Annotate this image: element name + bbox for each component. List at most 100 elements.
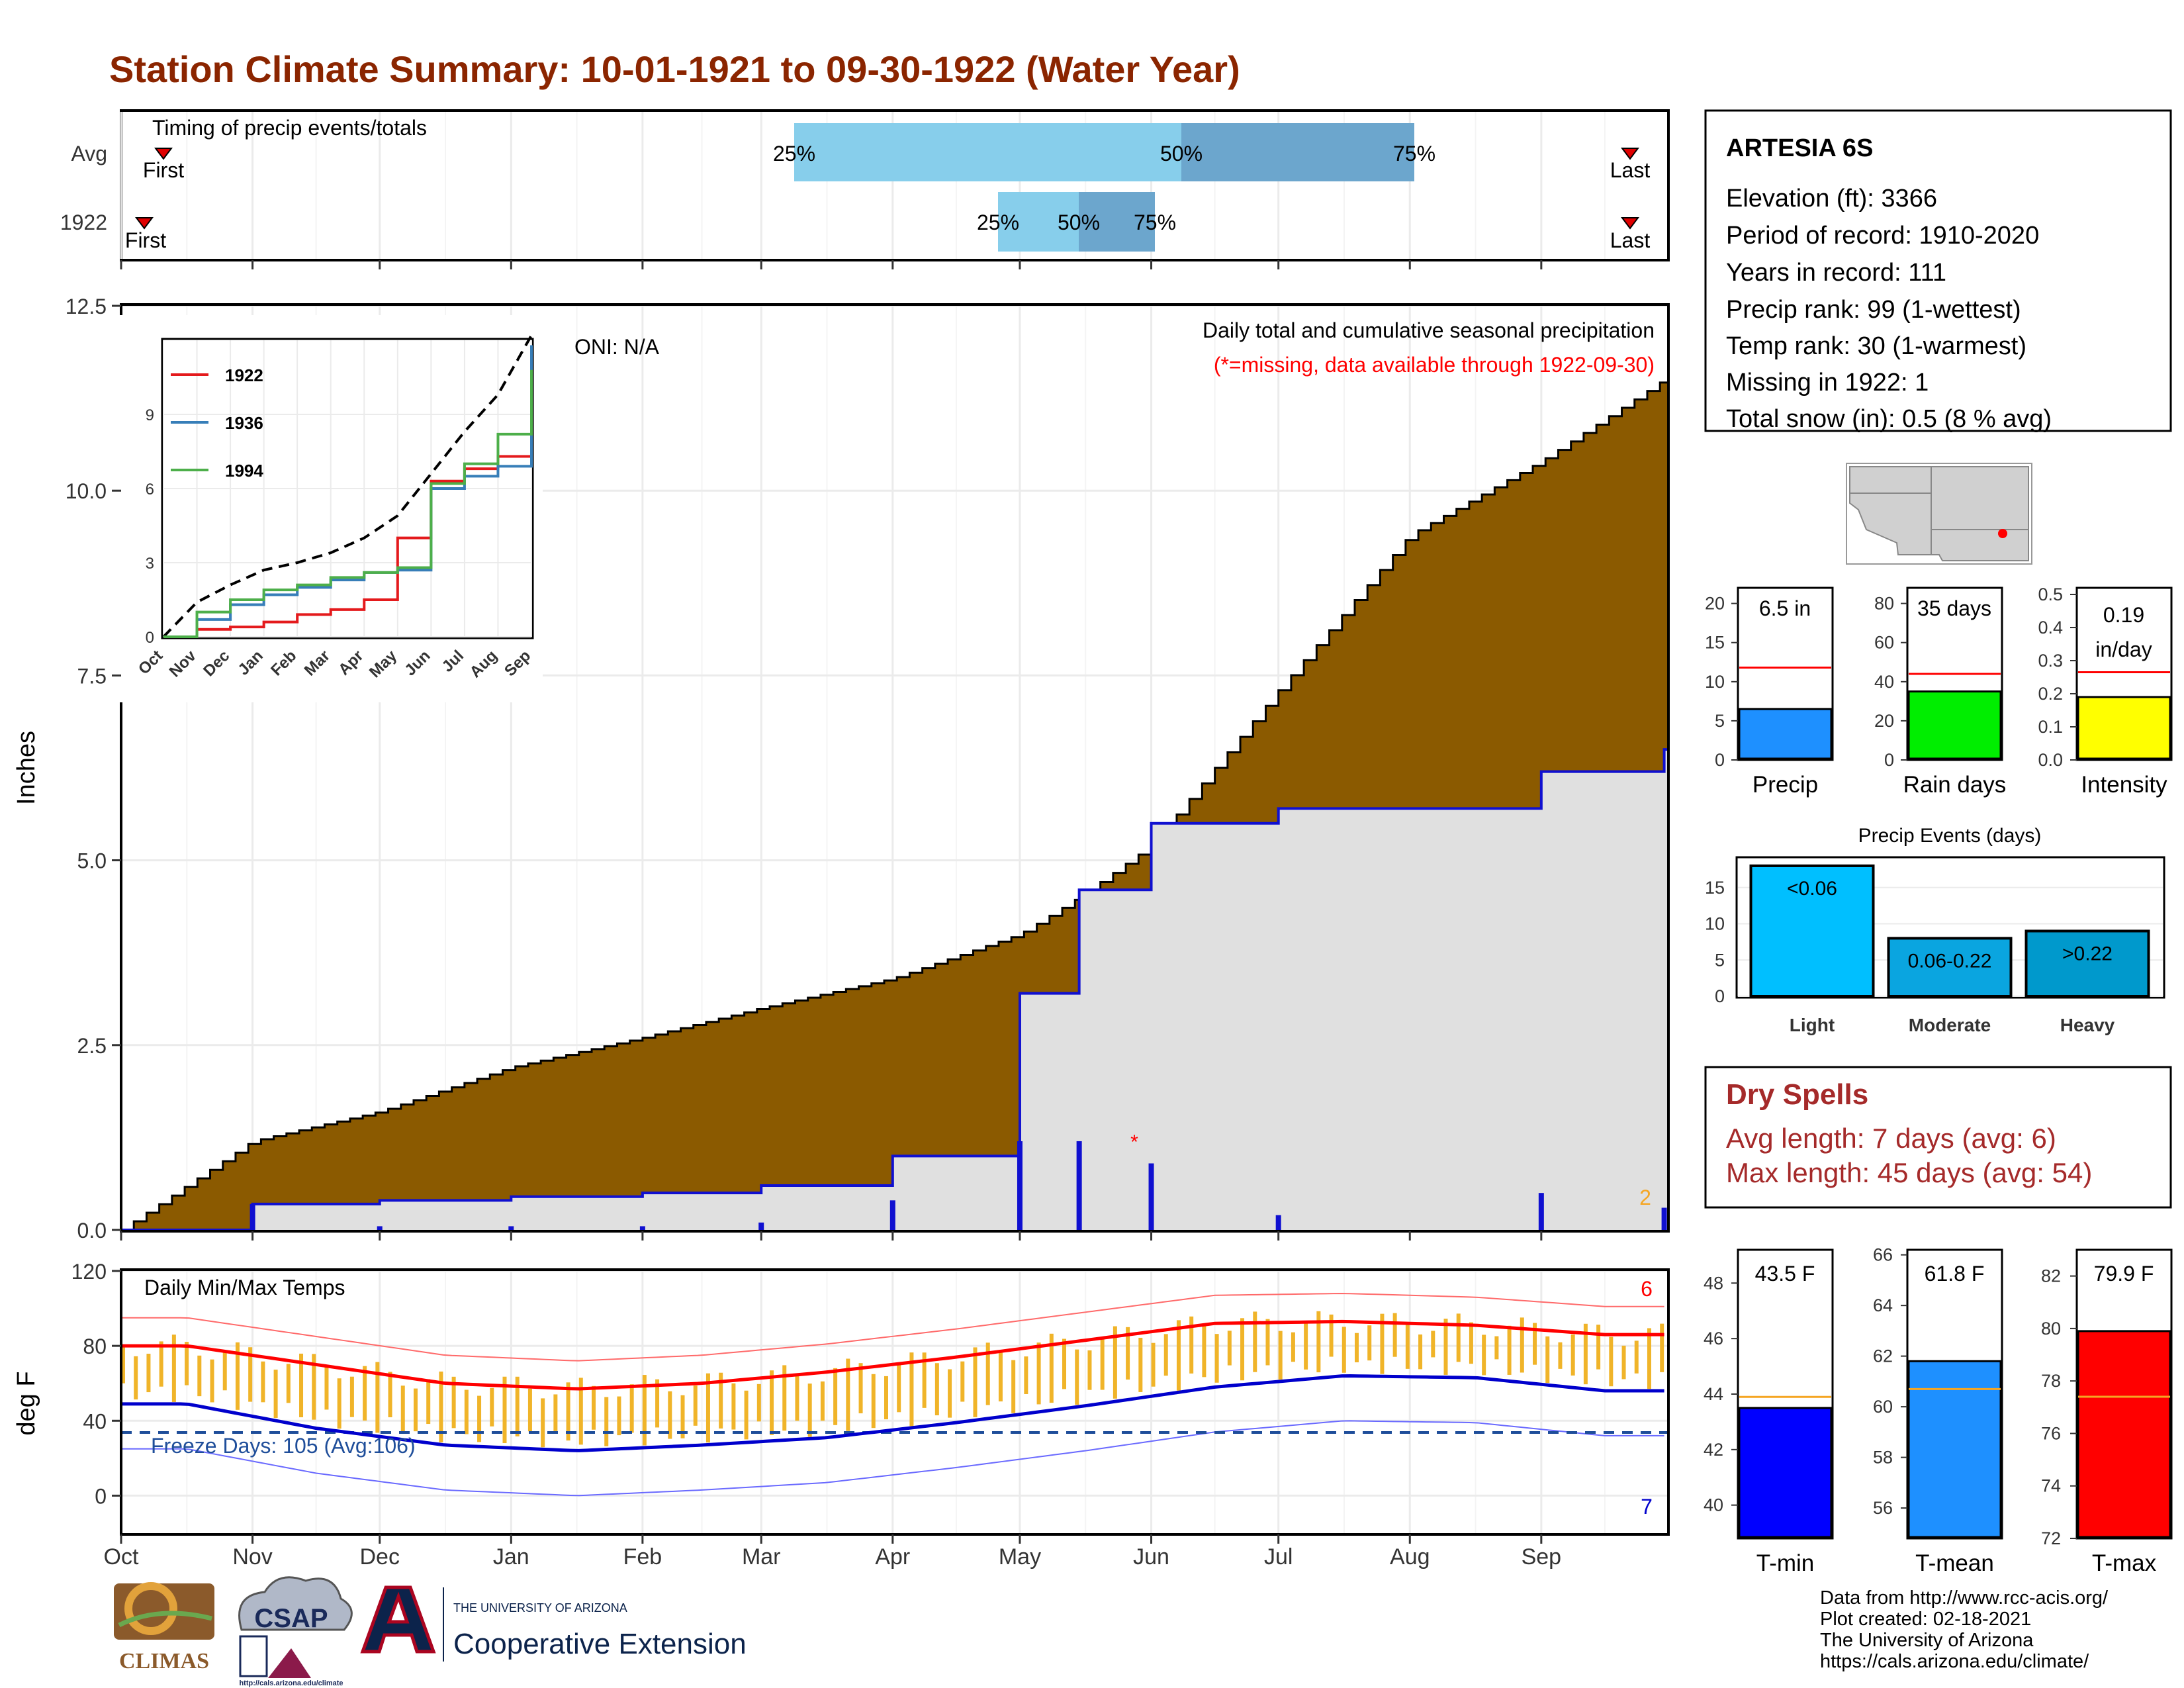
daily-temp-bar — [1304, 1321, 1308, 1370]
daily-temp-bar — [1520, 1317, 1524, 1373]
year-cumulative-area — [121, 749, 1668, 1230]
y-tick-label: 120 — [71, 1260, 107, 1284]
precip-ylabel: Inches — [13, 731, 40, 805]
avg-iqr-high-bar — [1181, 123, 1414, 181]
mini-y-tick-label: 0.4 — [2038, 618, 2063, 637]
daily-temp-bar — [1583, 1323, 1588, 1385]
daily-temp-bar — [1533, 1323, 1537, 1365]
daily-temp-bar — [566, 1382, 570, 1441]
mini-y-tick-label: 42 — [1704, 1440, 1723, 1460]
daily-temp-bar — [261, 1361, 265, 1403]
y-tick-label: 40 — [83, 1409, 107, 1433]
mini-y-tick-label: 44 — [1704, 1384, 1723, 1404]
daily-temp-bar — [578, 1378, 583, 1445]
x-tick-label: May — [999, 1544, 1041, 1570]
precip-panel: * Inches ONI: N/A Daily total and cumula… — [13, 303, 1670, 1233]
temp-panel-border — [120, 1268, 1670, 1536]
precip-caption: Daily total and cumulative seasonal prec… — [1203, 318, 1655, 342]
daily-temp-bar — [1227, 1331, 1232, 1366]
daily-temp-bar — [502, 1376, 507, 1444]
daily-temp-bar — [222, 1350, 227, 1391]
avg-max-line — [121, 1319, 1664, 1391]
daily-temp-bar — [1011, 1360, 1016, 1413]
mini-y-tick-label: 64 — [1873, 1295, 1893, 1315]
daily-temp-bar — [375, 1362, 380, 1433]
year-first-label: First — [125, 228, 166, 252]
locator-map — [1846, 463, 2032, 565]
mini-value-bar — [1907, 690, 2002, 760]
events-bar-tag: <0.06 — [1787, 878, 1837, 900]
csap-logo: CSAP http://cals.arizona.edu/climate — [238, 1576, 353, 1687]
y-tick-label: 0 — [95, 1484, 107, 1508]
dry-spells-box — [1704, 1066, 2172, 1209]
daily-temp-bar — [693, 1385, 698, 1426]
daily-temp-bar — [960, 1361, 965, 1402]
daily-temp-bar — [731, 1383, 736, 1430]
daily-temp-bar — [121, 1346, 125, 1383]
dry-spells-title: Dry Spells — [1726, 1078, 1868, 1111]
mini-chart-label: Intensity — [2081, 772, 2167, 798]
inset-1922-line — [163, 446, 533, 638]
mini-chart-label: T-max — [2092, 1550, 2157, 1576]
ua-logo-line2: Cooperative Extension — [453, 1628, 747, 1660]
record-min-line — [121, 1420, 1664, 1497]
mini-y-tick-label: 0.1 — [2038, 717, 2063, 737]
daily-temp-bar — [655, 1379, 660, 1428]
avg-p50-label: 50% — [1160, 142, 1203, 165]
daily-temp-bar — [1609, 1336, 1614, 1387]
inset-y-tick-label: 0 — [146, 629, 154, 647]
daily-temp-bar — [897, 1364, 901, 1413]
x-tick-label: Mar — [742, 1544, 781, 1570]
mini-y-tick-label: 40 — [1874, 672, 1894, 692]
mini-y-tick-label: 72 — [2041, 1528, 2061, 1548]
x-tick-label: Jul — [1264, 1544, 1293, 1570]
daily-temp-bar — [1570, 1334, 1575, 1376]
daily-temp-bar — [770, 1370, 774, 1435]
climas-logo: CLIMAS — [114, 1582, 214, 1673]
mini-y-tick-label: 78 — [2041, 1371, 2061, 1391]
daily-temp-bar — [1469, 1322, 1473, 1364]
year-last-label: Last — [1610, 228, 1651, 252]
x-tick-label: Feb — [623, 1544, 662, 1570]
daily-temp-bar — [159, 1341, 163, 1387]
freeze-days: Freeze Days: 105 (Avg:106) — [151, 1434, 416, 1458]
daily-temp-bar — [1176, 1320, 1181, 1391]
climas-logo-text: CLIMAS — [119, 1649, 209, 1673]
year-last-marker — [1621, 217, 1639, 230]
daily-temp-bar — [948, 1369, 952, 1418]
page-title: Station Climate Summary: 10-01-1921 to 0… — [109, 48, 1240, 90]
daily-temp-bar — [1163, 1334, 1168, 1376]
inset-y-tick-label: 6 — [146, 481, 154, 498]
daily-temp-bar — [413, 1388, 418, 1432]
daily-temp-bar — [1062, 1338, 1067, 1389]
daily-temp-bar — [1392, 1313, 1397, 1357]
csap-logo-cloud — [238, 1576, 353, 1631]
daily-temp-bar — [349, 1376, 354, 1417]
daily-temp-bar — [235, 1342, 240, 1410]
events-y-tick-label: 0 — [1715, 986, 1725, 1006]
mini-value-text: in/day — [2095, 637, 2152, 661]
daily-temp-bar — [1214, 1334, 1219, 1383]
precip-panel-border — [120, 303, 1670, 1233]
mini-chart-label: T-mean — [1915, 1550, 1994, 1576]
csap-logo-mountain — [268, 1648, 311, 1678]
daily-temp-bar — [1545, 1336, 1550, 1383]
avg-first-marker — [154, 148, 173, 160]
mini-value-bar — [1738, 708, 1833, 760]
year-first-marker — [135, 217, 154, 230]
daily-temp-bar — [1405, 1325, 1410, 1369]
daily-temp-bar — [833, 1368, 838, 1425]
daily-temp-bar — [1049, 1333, 1054, 1403]
dry-spells: Dry Spells Avg length: 7 days (avg: 6) M… — [1704, 1066, 2172, 1209]
daily-temp-bar — [807, 1383, 812, 1437]
daily-temp-bar — [642, 1375, 647, 1446]
daily-temp-bar — [273, 1370, 278, 1418]
daily-temp-bar — [1431, 1331, 1435, 1358]
daily-temp-bar — [1291, 1332, 1295, 1362]
daily-precip-bar — [1275, 1215, 1281, 1230]
mini-y-tick-label: 10 — [1705, 672, 1725, 692]
daily-temp-bar — [1494, 1336, 1499, 1360]
daily-temp-bar — [299, 1353, 304, 1418]
daily-temp-bar — [490, 1387, 494, 1427]
